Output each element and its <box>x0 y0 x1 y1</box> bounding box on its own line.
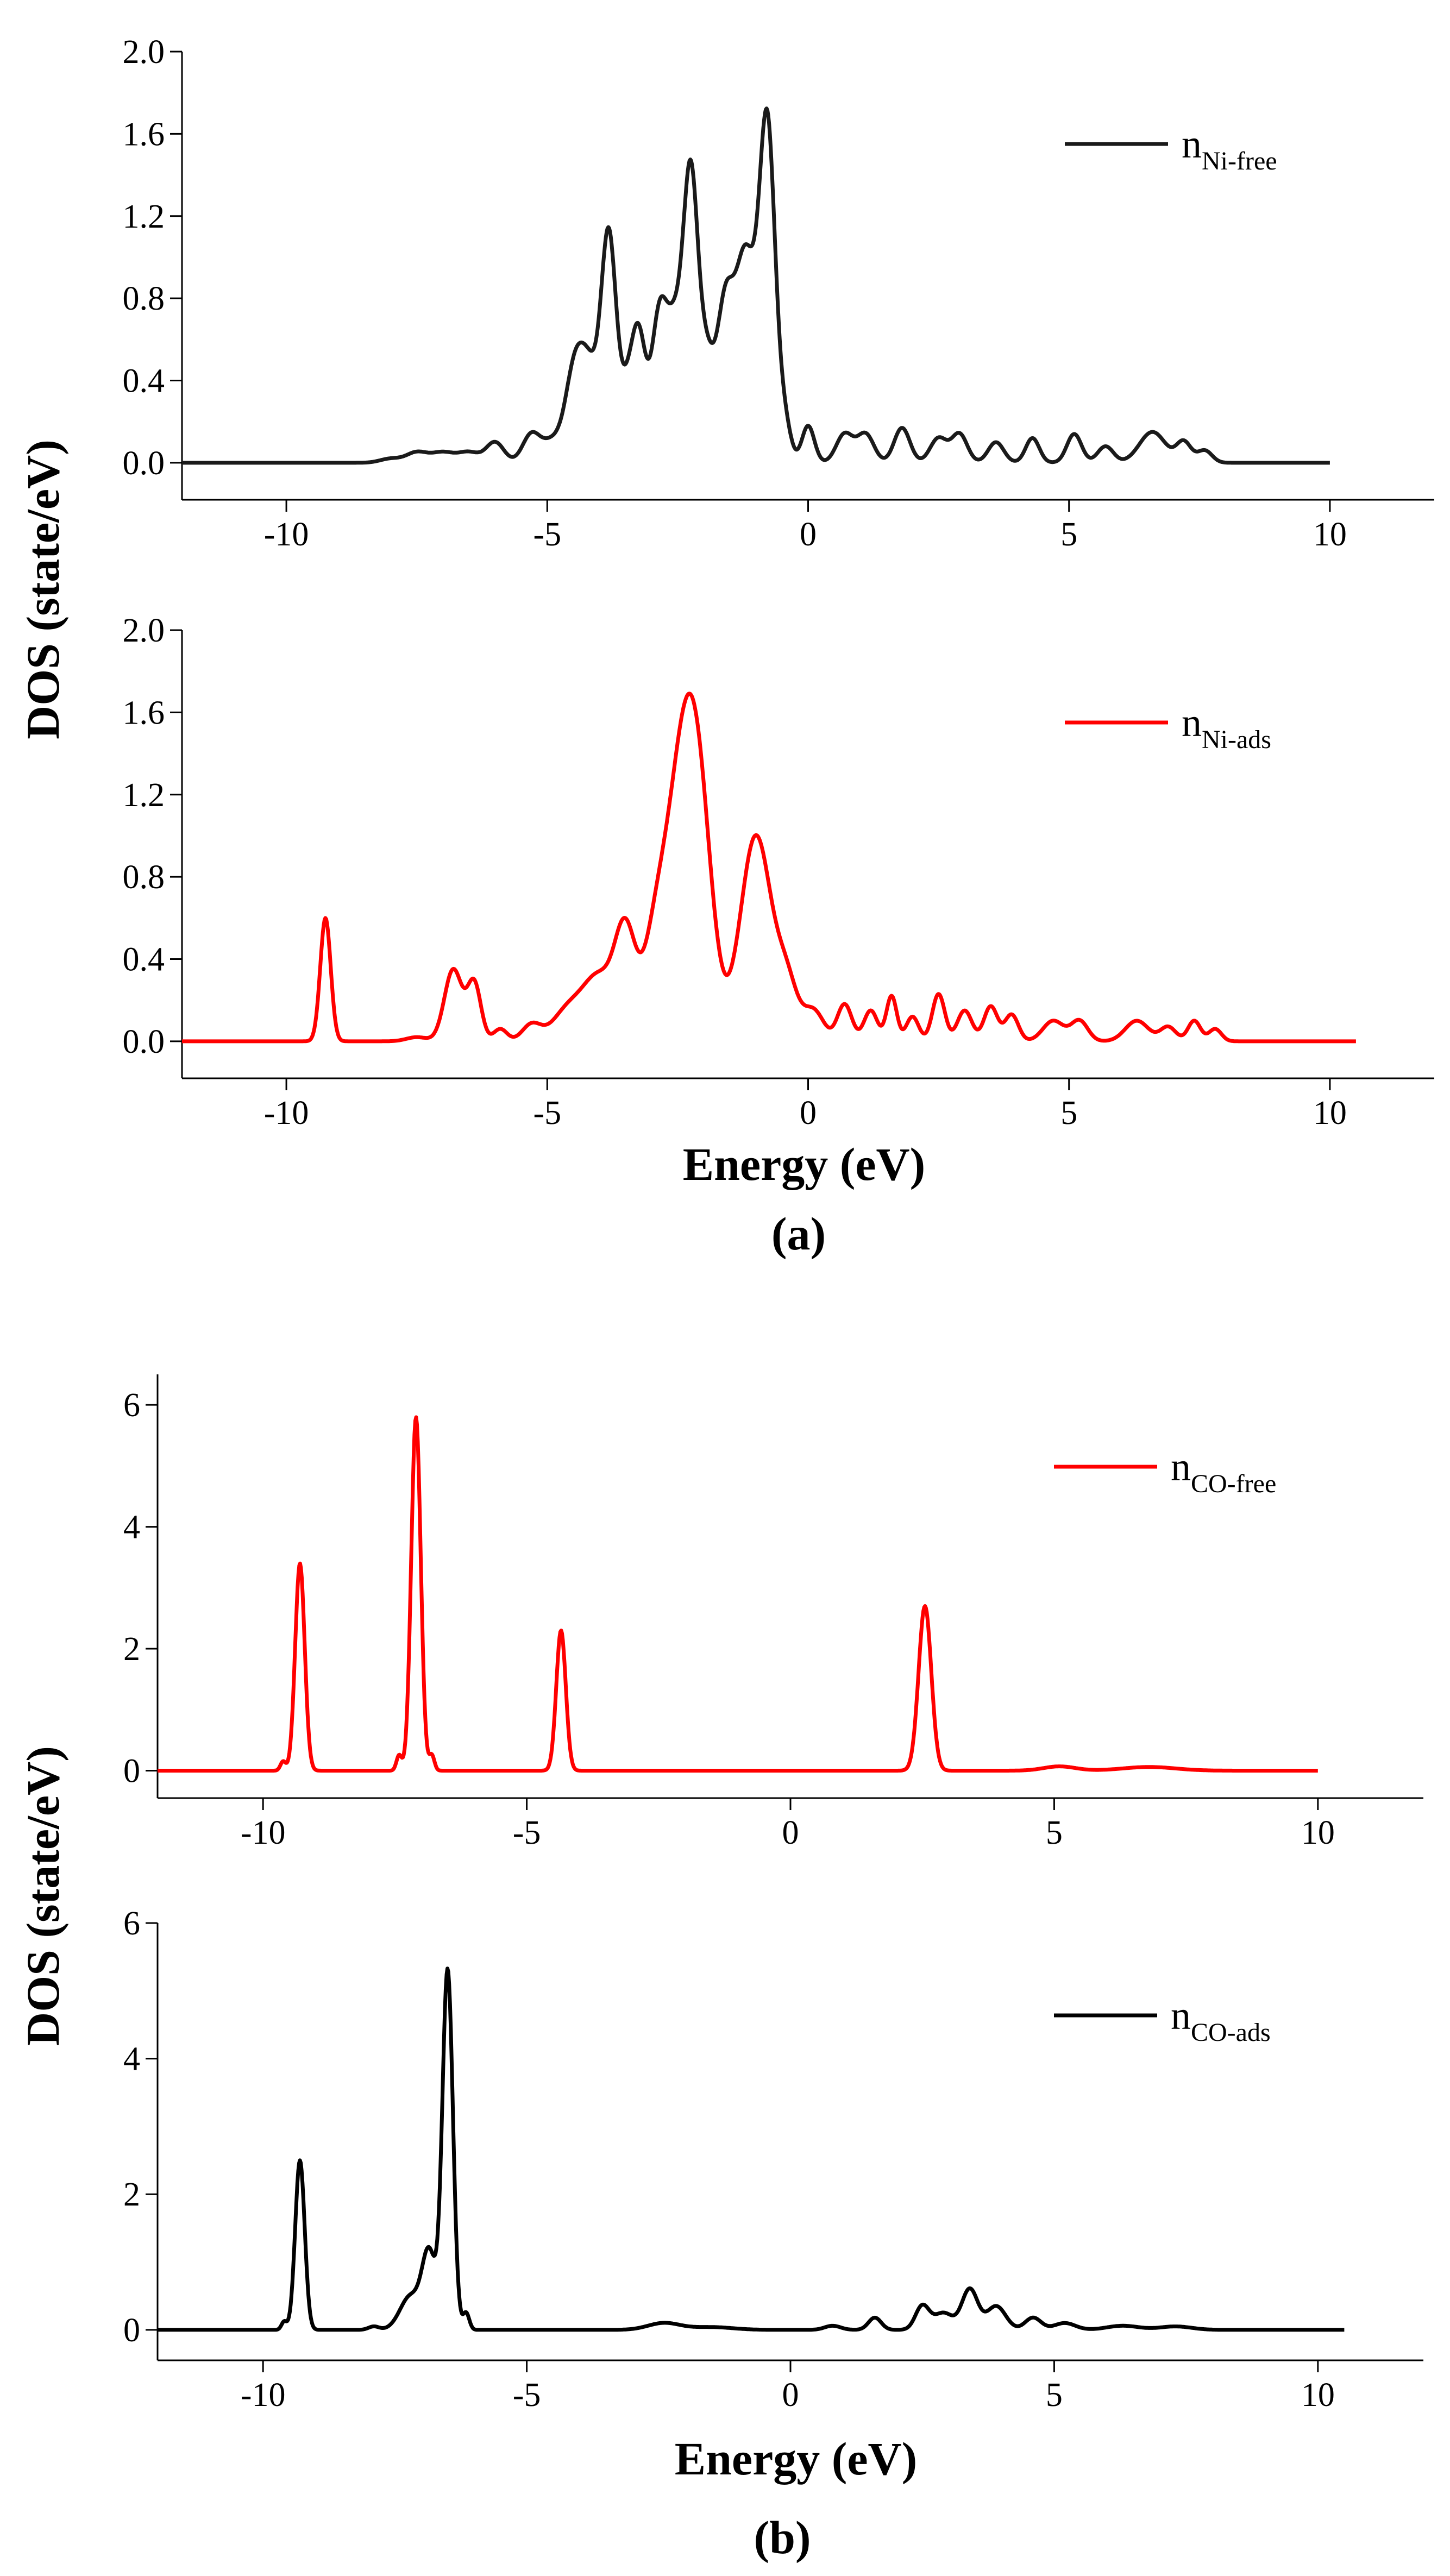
chart-co-ads: -10 -5 0 5 10 0 2 4 6 nCO-ads <box>123 1905 1423 2414</box>
dos-line-co_free <box>156 1415 1319 1773</box>
x-tick-label: -10 <box>264 516 309 553</box>
axes-ni-ads <box>181 630 1434 1079</box>
y-tick-label: 1.2 <box>123 777 165 814</box>
y-tick-label: 6 <box>123 1905 140 1942</box>
axes-co-ads <box>156 1923 1423 2361</box>
x-tick-label: 0 <box>800 1095 817 1132</box>
y-axis-title-a: DOS (state/eV) <box>17 439 69 739</box>
legend-ni-free: nNi-free <box>1065 122 1277 175</box>
x-tick-label: 5 <box>1046 2377 1063 2414</box>
y-tick-label: 1.6 <box>123 694 165 731</box>
y-tick-label: 2.0 <box>123 612 165 649</box>
y-tick-label: 4 <box>123 1509 140 1546</box>
ticks-co-ads: -10 -5 0 5 10 0 2 4 6 <box>123 1905 1335 2414</box>
x-tick-label: 10 <box>1301 1814 1335 1851</box>
x-tick-label: -10 <box>264 1095 309 1132</box>
legend-label: nNi-ads <box>1182 701 1271 754</box>
series-ni-free <box>181 106 1331 465</box>
x-tick-label: -5 <box>533 516 561 553</box>
x-tick-label: -10 <box>241 1814 286 1851</box>
y-tick-label: 0.0 <box>123 1023 165 1060</box>
ticks-co-free: -10 -5 0 5 10 0 2 4 6 <box>123 1387 1335 1851</box>
dos-line-co_ads <box>156 1966 1346 2332</box>
y-tick-label: 0.4 <box>123 941 165 978</box>
chart-ni-ads: -10 -5 0 5 10 0.0 0.4 0.8 1.2 1.6 2.0 nNi-ads <box>123 612 1434 1132</box>
dos-line-ni_ads <box>181 692 1357 1044</box>
y-tick-label: 2.0 <box>123 34 165 71</box>
y-tick-label: 0.0 <box>123 445 165 482</box>
x-tick-label: 5 <box>1060 1095 1077 1132</box>
panel-label-a: (a) <box>771 1208 826 1260</box>
x-tick-label: 0 <box>782 2377 799 2414</box>
ticks-ni-ads: -10 -5 0 5 10 0.0 0.4 0.8 1.2 1.6 2.0 <box>123 612 1347 1132</box>
x-tick-label: -5 <box>533 1095 561 1132</box>
x-axis-title-a: Energy (eV) <box>683 1138 926 1190</box>
x-tick-label: 0 <box>800 516 817 553</box>
legend-label: nCO-free <box>1171 1445 1276 1498</box>
panel-label-b: (b) <box>754 2511 811 2564</box>
series-co-free <box>156 1415 1319 1773</box>
legend-co-ads: nCO-ads <box>1054 1994 1271 2047</box>
x-tick-label: 10 <box>1301 2377 1335 2414</box>
x-tick-label: 5 <box>1060 516 1077 553</box>
y-tick-label: 0 <box>123 1752 140 1789</box>
legend-label: nCO-ads <box>1171 1994 1271 2047</box>
legend-label: nNi-free <box>1182 122 1277 175</box>
dos-line-ni_free <box>181 106 1331 465</box>
axes-co-free <box>156 1374 1423 1799</box>
y-tick-label: 0.4 <box>123 363 165 400</box>
y-tick-label: 2 <box>123 1631 140 1668</box>
chart-co-free: -10 -5 0 5 10 0 2 4 6 nCO-free <box>123 1374 1423 1851</box>
x-tick-label: -5 <box>513 2377 541 2414</box>
y-tick-label: 0.8 <box>123 280 165 317</box>
y-tick-label: 0 <box>123 2312 140 2349</box>
chart-ni-free: -10 -5 0 5 10 0.0 0.4 0.8 1.2 1.6 2.0 nNi-free <box>123 34 1434 553</box>
legend-co-free: nCO-free <box>1054 1445 1276 1498</box>
x-tick-label: 0 <box>782 1814 799 1851</box>
y-tick-label: 4 <box>123 2041 140 2078</box>
y-axis-title-b: DOS (state/eV) <box>17 1746 69 2046</box>
ticks-ni-free: -10 -5 0 5 10 0.0 0.4 0.8 1.2 1.6 2.0 <box>123 34 1347 553</box>
x-axis-title-b: Energy (eV) <box>675 2433 918 2485</box>
axes-ni-free <box>181 52 1434 501</box>
y-tick-label: 6 <box>123 1387 140 1424</box>
y-tick-label: 0.8 <box>123 859 165 896</box>
legend-ni-ads: nNi-ads <box>1065 701 1271 754</box>
series-co-ads <box>156 1966 1346 2332</box>
x-tick-label: 10 <box>1313 516 1347 553</box>
y-tick-label: 1.2 <box>123 198 165 235</box>
x-tick-label: 5 <box>1046 1814 1063 1851</box>
x-tick-label: -10 <box>241 2377 286 2414</box>
y-tick-label: 1.6 <box>123 116 165 153</box>
series-ni-ads <box>181 692 1357 1044</box>
x-tick-label: -5 <box>513 1814 541 1851</box>
x-tick-label: 10 <box>1313 1095 1347 1132</box>
y-tick-label: 2 <box>123 2176 140 2213</box>
